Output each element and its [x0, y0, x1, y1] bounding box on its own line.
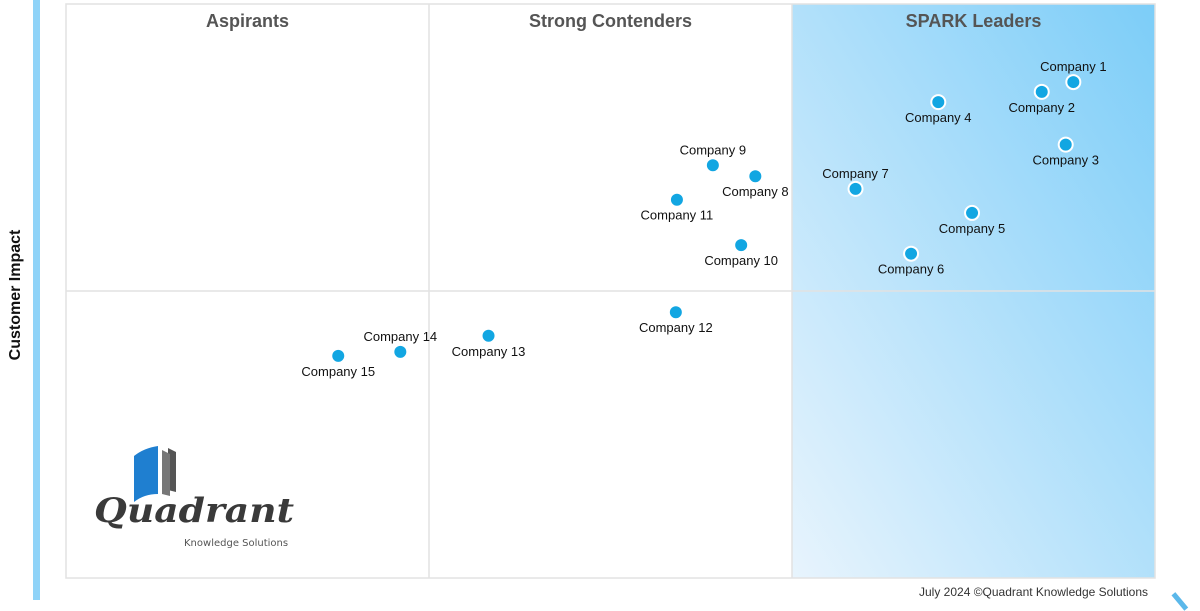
quadrant-logo: Quadrant Knowledge Solutions: [92, 446, 307, 550]
point-marker[interactable]: [1065, 74, 1082, 91]
point-label: Company 8: [722, 184, 788, 199]
point-marker[interactable]: [330, 347, 347, 364]
point-marker[interactable]: [847, 180, 864, 197]
data-point[interactable]: Company 9: [680, 142, 746, 174]
data-point[interactable]: Company 12: [639, 304, 713, 335]
point-label: Company 1: [1040, 59, 1106, 74]
point-label: Company 15: [301, 364, 375, 379]
point-marker[interactable]: [392, 343, 409, 360]
point-label: Company 6: [878, 262, 944, 277]
quadrant-title: SPARK Leaders: [906, 11, 1042, 31]
data-point[interactable]: Company 11: [641, 191, 714, 223]
point-label: Company 11: [641, 208, 714, 223]
point-marker[interactable]: [964, 204, 981, 221]
point-marker[interactable]: [903, 245, 920, 262]
point-label: Company 2: [1009, 100, 1075, 115]
data-point[interactable]: Company 2: [1009, 83, 1075, 115]
data-point[interactable]: Company 4: [905, 94, 972, 125]
point-marker[interactable]: [1033, 83, 1050, 100]
data-point[interactable]: Company 14: [363, 329, 437, 360]
point-label: Company 9: [680, 142, 746, 157]
copyright-footer: July 2024 ©Quadrant Knowledge Solutions: [919, 585, 1148, 599]
point-marker[interactable]: [1057, 136, 1074, 153]
logo-wordmark: Quadrant: [94, 491, 294, 531]
data-point[interactable]: Company 1: [1040, 59, 1107, 91]
data-point[interactable]: Company 15: [301, 347, 375, 379]
data-point[interactable]: Company 5: [939, 204, 1005, 236]
point-label: Company 4: [905, 110, 971, 125]
point-label: Company 10: [704, 253, 778, 268]
data-point[interactable]: Company 3: [1032, 136, 1099, 168]
quadrant-title: Aspirants: [206, 11, 289, 31]
point-marker[interactable]: [668, 191, 685, 208]
point-label: Company 3: [1032, 153, 1098, 168]
point-label: Company 12: [639, 320, 713, 335]
side-accent-bar: [33, 0, 40, 600]
point-marker[interactable]: [704, 157, 721, 174]
point-label: Company 7: [822, 166, 888, 181]
data-point[interactable]: Company 10: [704, 237, 778, 268]
data-point[interactable]: Company 7: [822, 166, 889, 197]
point-label: Company 14: [363, 329, 437, 344]
data-point[interactable]: Company 8: [722, 168, 789, 199]
data-point[interactable]: Company 6: [878, 245, 944, 277]
point-marker[interactable]: [733, 237, 750, 254]
logo-tagline: Knowledge Solutions: [184, 538, 288, 549]
point-marker[interactable]: [480, 327, 497, 344]
point-marker[interactable]: [667, 304, 684, 321]
data-point[interactable]: Company 13: [452, 327, 526, 359]
point-label: Company 13: [452, 344, 526, 359]
point-label: Company 5: [939, 221, 1005, 236]
point-marker[interactable]: [930, 94, 947, 111]
quadrant-title: Strong Contenders: [529, 11, 692, 31]
point-marker[interactable]: [747, 168, 764, 185]
